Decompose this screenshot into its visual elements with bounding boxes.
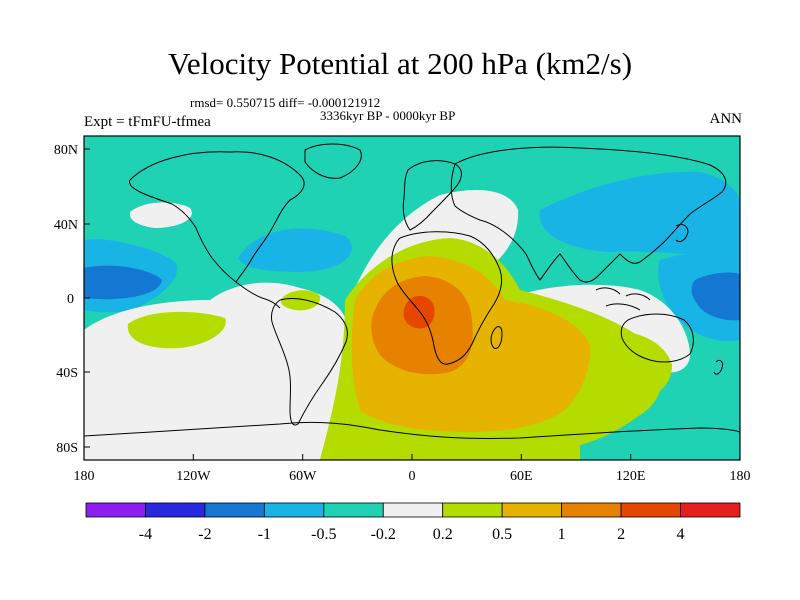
colorbar-label: 2 xyxy=(617,526,625,543)
colorbar-swatch xyxy=(382,502,444,518)
longitude-labels: 180 120W 60W 0 60E 120E 180 xyxy=(74,469,751,484)
colorbar-label: -4 xyxy=(139,526,152,543)
lat-label-40s: 40S xyxy=(56,366,78,381)
lat-label-80n: 80N xyxy=(54,143,78,158)
lon-label-0: 0 xyxy=(409,469,416,484)
colorbar-label: 1 xyxy=(558,526,566,543)
period-text: 3336kyr BP - 0000kyr BP xyxy=(320,108,456,123)
axis-ticks xyxy=(83,148,741,460)
colorbar-swatch xyxy=(680,502,741,518)
coast-antarctica xyxy=(84,421,740,440)
coast-south-america xyxy=(271,298,348,426)
coast-africa xyxy=(391,231,503,365)
colorbar-swatch xyxy=(145,502,206,518)
coast-australia xyxy=(620,313,694,363)
colorbar-swatch xyxy=(263,502,325,518)
colorbar-label: -0.2 xyxy=(371,526,396,543)
darkblue-patch-northeast-pacific xyxy=(84,265,162,300)
green-patch-central-atlantic xyxy=(280,290,321,311)
coast-madagascar xyxy=(490,326,503,349)
colorbar: -4 -2 -1 -0.5 -0.2 0.2 0.5 1 2 4 xyxy=(85,502,741,543)
green-patch-south-indian xyxy=(591,331,672,399)
season-label: ANN xyxy=(709,111,743,127)
colorbar-label: -2 xyxy=(198,526,211,543)
experiment-label: Expt = tFmFU-tfmea xyxy=(84,114,211,130)
lon-label-60e: 60E xyxy=(510,469,533,484)
lon-label-180e: 180 xyxy=(730,469,751,484)
colorbar-swatch xyxy=(204,502,265,518)
coast-central-america xyxy=(235,281,281,309)
darkblue-patch-west-pacific xyxy=(691,272,740,321)
colorbar-swatch xyxy=(85,502,146,518)
colorbar-swatch xyxy=(323,502,384,518)
velocity-potential-field xyxy=(84,136,740,460)
coast-north-america xyxy=(129,151,305,283)
colorbar-swatch xyxy=(561,502,622,518)
colorbar-label: 0.5 xyxy=(492,526,512,543)
colorbar-label: -0.5 xyxy=(311,526,336,543)
lat-label-40n: 40N xyxy=(54,218,78,233)
lat-label-0: 0 xyxy=(67,292,74,307)
green-patch-south-pacific xyxy=(127,311,226,349)
coast-japan xyxy=(675,223,689,243)
colorbar-label: 4 xyxy=(677,526,685,543)
stats-text: rmsd= 0.550715 diff= -0.000121912 xyxy=(190,95,381,110)
colorbar-swatch xyxy=(501,502,563,518)
coast-asia xyxy=(450,146,727,283)
coast-se-asia-islands xyxy=(595,287,651,311)
red-orange-core xyxy=(403,295,435,329)
lat-label-80s: 80S xyxy=(56,441,78,456)
colorbar-label: -1 xyxy=(258,526,271,543)
coastlines xyxy=(84,143,740,440)
blue-patch-north-atlantic xyxy=(238,228,353,272)
blue-patch-asia xyxy=(539,171,740,260)
colorbar-label: 0.2 xyxy=(433,526,453,543)
lon-label-180w: 180 xyxy=(74,469,95,484)
lon-label-120w: 120W xyxy=(176,469,211,484)
colorbar-swatch xyxy=(620,502,681,518)
coast-new-zealand xyxy=(713,359,723,375)
map-title: Velocity Potential at 200 hPa (km2/s) xyxy=(167,46,633,81)
coast-greenland xyxy=(304,143,362,179)
latitude-labels: 80N 40N 0 40S 80S xyxy=(54,143,78,456)
lon-label-60w: 60W xyxy=(289,469,317,484)
colorbar-swatch xyxy=(442,502,503,518)
lon-label-120e: 120E xyxy=(616,469,646,484)
white-patch-north-pacific xyxy=(129,202,192,228)
